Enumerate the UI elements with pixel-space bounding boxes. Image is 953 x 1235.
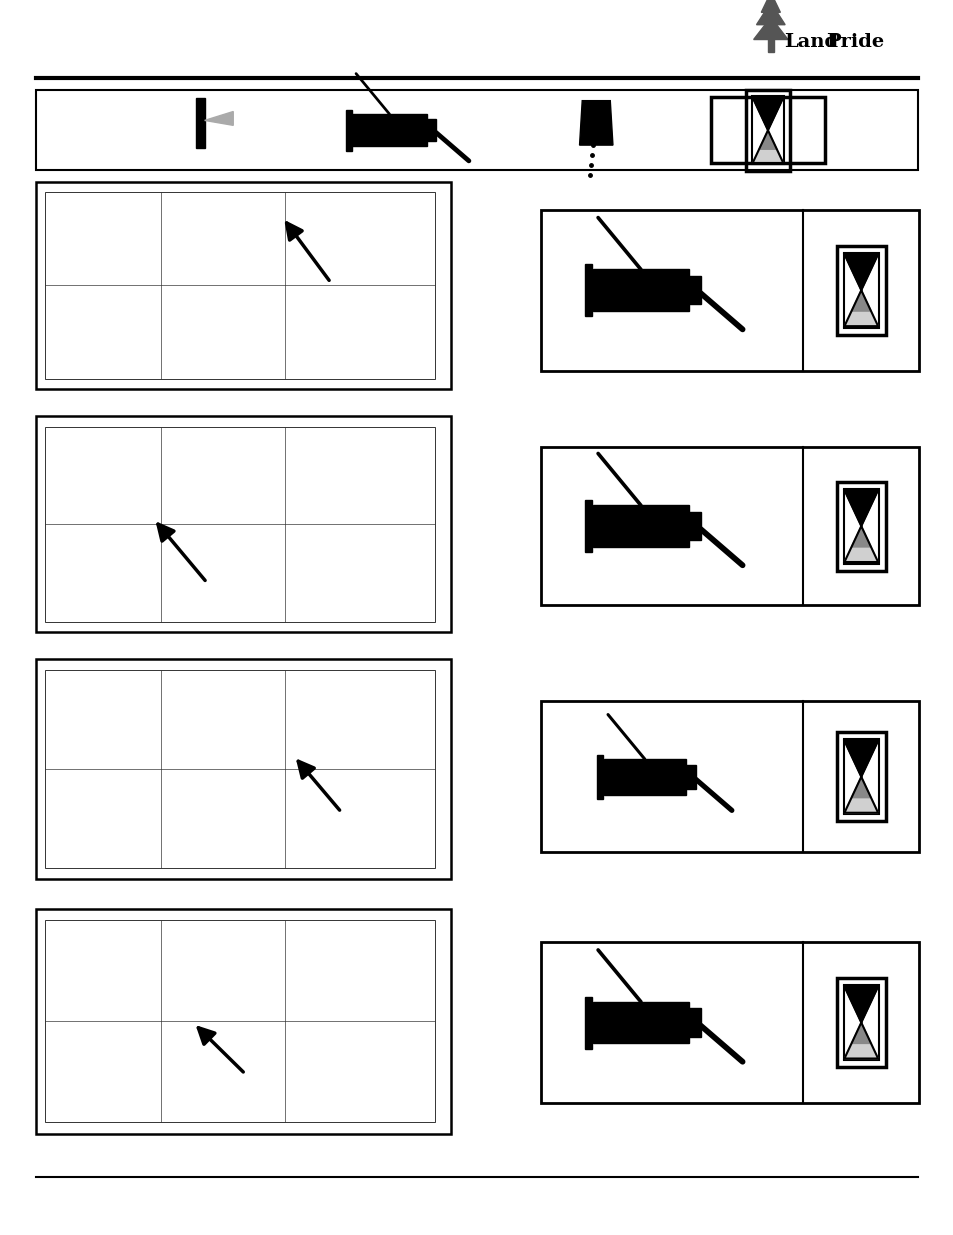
Text: Pride: Pride — [825, 33, 883, 51]
Bar — [36, 90, 917, 170]
Bar — [842, 253, 878, 327]
Polygon shape — [851, 526, 870, 547]
Polygon shape — [843, 1023, 877, 1058]
Polygon shape — [843, 254, 877, 290]
Polygon shape — [204, 111, 233, 126]
Polygon shape — [843, 290, 877, 326]
Bar — [36, 909, 451, 1134]
Bar — [688, 275, 700, 305]
Bar — [836, 732, 884, 821]
Bar — [585, 997, 592, 1049]
Bar — [585, 264, 592, 316]
Polygon shape — [851, 1023, 870, 1044]
Bar — [597, 755, 602, 799]
Bar — [767, 35, 773, 52]
Bar — [593, 1002, 688, 1044]
Polygon shape — [843, 777, 877, 813]
Polygon shape — [759, 131, 776, 149]
Bar — [836, 482, 884, 571]
Polygon shape — [756, 2, 784, 25]
Polygon shape — [843, 490, 877, 526]
Bar — [593, 505, 688, 547]
Polygon shape — [752, 98, 782, 131]
Bar — [45, 427, 435, 621]
Bar — [836, 246, 884, 335]
Bar — [745, 90, 789, 170]
Bar — [585, 500, 592, 552]
Bar — [36, 909, 451, 1134]
Bar — [685, 764, 695, 789]
Polygon shape — [851, 290, 870, 311]
Polygon shape — [843, 526, 877, 562]
Bar — [710, 98, 824, 163]
Bar — [45, 920, 435, 1123]
Bar — [540, 447, 918, 605]
Bar — [36, 416, 451, 632]
Polygon shape — [760, 0, 780, 12]
Bar — [45, 671, 435, 868]
Bar — [36, 659, 451, 879]
Bar — [593, 269, 688, 311]
Bar — [540, 942, 918, 1103]
Bar — [346, 110, 351, 151]
Text: Land: Land — [783, 33, 838, 51]
Bar — [196, 98, 204, 148]
Bar — [688, 511, 700, 541]
Bar — [603, 760, 685, 794]
Bar — [751, 96, 783, 164]
Bar — [36, 182, 451, 389]
Bar — [45, 191, 435, 379]
Polygon shape — [753, 17, 787, 40]
Polygon shape — [752, 131, 782, 163]
Polygon shape — [851, 777, 870, 798]
Bar — [842, 740, 878, 814]
Polygon shape — [843, 741, 877, 777]
Polygon shape — [578, 101, 612, 146]
Bar — [540, 701, 918, 852]
Bar — [426, 119, 436, 142]
Bar — [36, 182, 451, 389]
Bar — [36, 416, 451, 632]
Polygon shape — [843, 987, 877, 1023]
Bar — [540, 210, 918, 370]
Bar — [36, 659, 451, 879]
Bar — [842, 986, 878, 1060]
Bar — [688, 1008, 700, 1037]
Bar — [836, 978, 884, 1067]
Bar — [352, 114, 426, 147]
Bar — [842, 489, 878, 563]
